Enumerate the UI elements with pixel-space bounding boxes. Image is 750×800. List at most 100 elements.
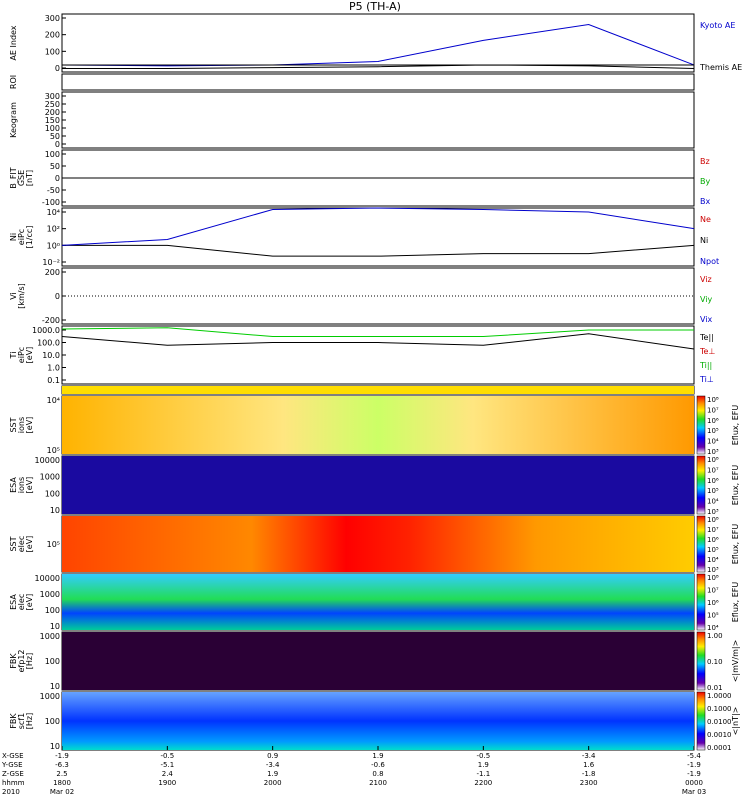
spectrogram-group [62,386,694,750]
colorbar-sst_e [696,515,706,573]
xtick-label-date: Mar 03 [682,788,706,796]
colorbar-label-fbk_e: <|mV/m|> [731,640,740,683]
xtick-label-zgse: 1.9 [267,770,278,778]
legend-bfit: Bz [700,157,710,166]
ylabel-vi: [km/s] [17,283,26,309]
colorbar-tick-sst_i: 10⁴ [707,438,719,446]
ylabel-sst_e: elec [17,536,26,552]
panel-frame-roi [61,73,695,91]
colorbar-esa_e [696,573,706,631]
colorbar-tick-sst_i: 10⁸ [707,396,719,404]
ytick-label-ae: 300 [45,14,60,23]
ylabel-esa_i: ESA [9,477,18,493]
xtick-label-hhmm: 1900 [158,779,176,787]
legend-bfit: By [700,177,710,186]
colorbar-label-esa_e: Eflux, EFU [731,582,740,623]
xtick-label-zgse: -1.1 [476,770,490,778]
xtick-label-zgse: 0.8 [372,770,383,778]
colorbar-fbk_e [696,631,706,691]
ytick-label-fbk_e: 1000 [40,632,60,641]
legend-bfit: Bx [700,197,710,206]
colorbar-tick-esa_i: 10⁴ [707,498,719,506]
colorbar-label-esa_i: Eflux, EFU [731,465,740,506]
colorbar-tick-fbk_b: 0.0100 [707,718,732,726]
ytick-label-ni: 10² [47,225,60,234]
ylabel-esa_e: ESA [9,594,18,610]
panel-fill-fbk_e [62,632,694,690]
ytick-label-fbk_b: 10 [50,742,60,751]
ylabel-sst_e: [eV] [25,536,34,553]
ylabel-esa_e: elec [17,594,26,610]
ytick-label-ni: 10⁻² [42,258,60,267]
ylabel-sst_e: SST [9,536,18,551]
ylabel-ni: Ni [9,233,18,241]
colorbar-tick-sst_e: 10⁵ [707,546,719,554]
xaxis-row-label: 2010 [2,788,20,796]
xtick-label-zgse: 2.4 [162,770,174,778]
ytick-label-esa_i: 100 [45,489,60,498]
ylabel-bfit: B_FIT [9,167,18,188]
colorbar-tick-fbk_b: 0.0010 [707,731,732,739]
colorbar-tick-fbk_b: 1.0000 [707,692,732,700]
panel-frame-ae [61,13,695,73]
xaxis-row-label: Z-GSE [2,770,24,778]
ytick-label-bfit: -50 [47,186,60,195]
ytick-label-esa_e: 1000 [40,590,60,599]
legend-vi: Viz [700,275,712,284]
ylabel-esa_i: ions [17,477,26,493]
colorbar-tick-esa_i: 10⁶ [707,477,719,485]
xtick-label-xgse: -3.4 [582,752,596,760]
colorbar-tick-fbk_b: 0.0001 [707,744,732,752]
xtick-label-hhmm: 0000 [685,779,703,787]
xtick-label-ygse: 1.9 [478,761,489,769]
ylabel-sst_i: [eV] [25,417,34,434]
ylabel-ti: eiPc [17,347,26,363]
colorbar-tick-fbk_e: 1.00 [707,632,723,640]
legend-ni: Ni [700,236,708,245]
colorbar-tick-sst_i: 10⁵ [707,427,719,435]
ylabel-fbk_b: FBK [9,713,18,729]
colorbar-tick-esa_i: 10⁷ [707,466,719,474]
ytick-label-bfit: 0 [55,174,60,183]
ytick-label-esa_e: 10 [50,622,60,631]
ytick-label-vi: -200 [42,316,60,325]
xtick-label-xgse: 0.9 [267,752,278,760]
ytick-label-keogram: 150 [45,116,60,125]
xaxis-row-label: hhmm [2,779,25,787]
colorbar-label-fbk_b: <|nT|> [731,707,740,736]
colorbar-label-sst_i: Eflux, EFU [731,405,740,446]
xtick-label-hhmm: 1800 [53,779,71,787]
colorbar-tick-esa_e: 10⁸ [707,574,719,582]
ytick-label-ni: 10⁰ [47,241,60,250]
xtick-label-hhmm: 2200 [474,779,492,787]
ylabel-esa_e: [eV] [25,594,34,611]
ytick-label-keogram: 100 [45,124,60,133]
colorbar-sst_i [696,395,706,455]
colorbar-tick-sst_e: 10⁴ [707,556,719,564]
colorbar-tick-esa_e: 10⁷ [707,587,719,595]
colorbar-tick-esa_e: 10⁶ [707,599,719,607]
colorbar-tick-esa_i: 10⁵ [707,487,719,495]
series-ti [61,327,694,338]
colorbar-tick-sst_e: 10³ [707,566,719,574]
ylabel-ni: [1/cc] [25,226,34,249]
ytick-label-ae: 200 [45,31,60,40]
ytick-label-ae: 0 [55,64,60,73]
legend-ae: Kyoto AE [700,21,735,30]
colorbar-tick-sst_i: 10⁶ [707,417,719,425]
xaxis-row-label: Y-GSE [1,761,23,769]
legend-ti: Ti⊥ [699,375,714,384]
ytick-label-vi: 0 [55,292,60,301]
ylabel-fbk_e: efp12 [17,650,26,673]
xtick-label-xgse: -0.5 [160,752,174,760]
legend-ni: Npot [700,257,719,266]
colorbar-tick-sst_e: 10⁷ [707,526,719,534]
ytick-label-ti: 1000.0 [32,326,60,335]
xtick-label-date: Mar 02 [50,788,74,796]
xtick-label-ygse: -5.1 [160,761,174,769]
xtick-label-ygse: -6.3 [55,761,69,769]
panel-fill-sst_i [62,396,694,454]
panel-fill-esa_e [62,574,694,630]
xtick-label-xgse: -0.5 [476,752,490,760]
xtick-label-zgse: -1.9 [687,770,701,778]
